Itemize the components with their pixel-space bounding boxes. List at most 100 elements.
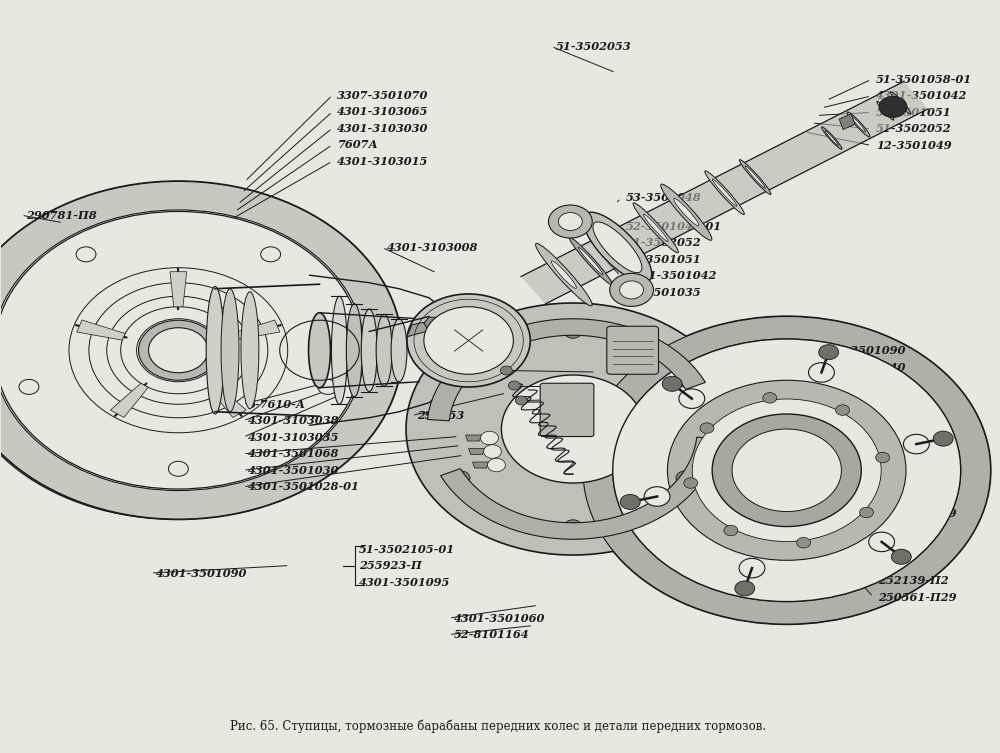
Text: 51-3501035: 51-3501035 [626,287,701,298]
Ellipse shape [822,127,842,149]
Circle shape [876,453,890,463]
Circle shape [484,445,501,459]
Circle shape [149,328,208,373]
Text: 252139-П2: 252139-П2 [878,575,949,586]
Circle shape [644,486,670,506]
Ellipse shape [712,179,737,206]
Circle shape [739,559,765,578]
Circle shape [168,462,188,477]
Circle shape [613,339,961,602]
Circle shape [500,366,512,375]
Polygon shape [77,320,125,340]
Circle shape [763,392,777,403]
Circle shape [0,212,362,489]
Ellipse shape [877,102,894,120]
Circle shape [481,431,498,445]
Ellipse shape [880,105,891,117]
Text: 4301-3501028-01: 4301-3501028-01 [248,481,360,492]
Text: 252135-П2: 252135-П2 [878,432,949,444]
Ellipse shape [551,261,576,288]
Circle shape [76,247,96,262]
Text: 4301-3501040: 4301-3501040 [815,362,906,373]
Ellipse shape [578,247,603,275]
Ellipse shape [705,171,744,215]
Circle shape [139,320,218,380]
Ellipse shape [674,199,699,226]
Polygon shape [110,383,148,417]
Ellipse shape [633,203,678,253]
Ellipse shape [376,314,392,386]
Circle shape [548,205,592,238]
Circle shape [261,247,281,262]
Text: 4301-3501068: 4301-3501068 [248,448,339,459]
Circle shape [676,471,694,484]
Text: 4301-3103030: 4301-3103030 [337,123,429,134]
Wedge shape [0,181,402,519]
Circle shape [869,532,895,552]
Circle shape [809,363,834,383]
Ellipse shape [391,319,407,382]
Circle shape [903,434,929,454]
Text: 53-3501048: 53-3501048 [626,193,701,203]
Polygon shape [469,449,485,455]
Ellipse shape [206,286,224,414]
Text: 51-3502052: 51-3502052 [876,123,952,135]
Ellipse shape [605,233,630,261]
Circle shape [508,381,520,390]
Ellipse shape [241,291,259,409]
Circle shape [712,414,861,526]
Text: 12-3501049: 12-3501049 [876,140,952,151]
Text: 3307-3501070: 3307-3501070 [337,90,429,101]
Circle shape [620,281,643,299]
Circle shape [676,373,694,387]
Circle shape [564,520,582,533]
Circle shape [488,459,505,472]
Ellipse shape [346,303,362,397]
Circle shape [836,405,850,416]
Polygon shape [208,383,246,417]
Ellipse shape [221,288,239,412]
Text: 201455-П29: 201455-П29 [878,453,957,465]
Circle shape [667,380,906,560]
Ellipse shape [643,214,668,242]
Ellipse shape [661,184,712,240]
FancyBboxPatch shape [607,326,658,374]
Ellipse shape [847,112,870,137]
Ellipse shape [411,335,426,365]
Ellipse shape [852,117,865,132]
Circle shape [879,96,907,117]
Text: 4301-3501030: 4301-3501030 [248,465,339,476]
Circle shape [620,495,640,510]
Polygon shape [424,317,444,331]
Ellipse shape [331,296,347,404]
Polygon shape [521,81,928,304]
Text: 290781-П8: 290781-П8 [26,209,97,221]
Ellipse shape [745,166,765,188]
Polygon shape [473,462,488,468]
Circle shape [0,181,402,519]
Circle shape [679,389,705,408]
Text: 4301-3501042: 4301-3501042 [626,270,717,282]
Ellipse shape [825,130,839,145]
Text: 4301-3103035: 4301-3103035 [248,431,339,443]
Circle shape [732,429,841,511]
Text: 4301-3103038: 4301-3103038 [248,415,339,426]
Text: 4301-3103015: 4301-3103015 [337,156,429,166]
Text: 4301-3103065: 4301-3103065 [337,106,429,117]
Text: 7607А: 7607А [337,139,378,150]
Ellipse shape [361,309,377,392]
Circle shape [583,316,991,624]
Circle shape [684,478,698,488]
Text: 290853: 290853 [417,410,464,421]
Circle shape [692,399,881,541]
Text: 4301-3501095: 4301-3501095 [359,577,451,587]
Text: 252157-П2: 252157-П2 [878,491,949,502]
Circle shape [515,396,527,405]
Circle shape [735,581,755,596]
Circle shape [452,373,470,387]
Text: 51-3501058-01: 51-3501058-01 [434,322,530,334]
Circle shape [662,376,682,392]
Text: 53-3501050-01: 53-3501050-01 [815,379,911,389]
Circle shape [19,380,39,395]
Ellipse shape [586,213,649,282]
